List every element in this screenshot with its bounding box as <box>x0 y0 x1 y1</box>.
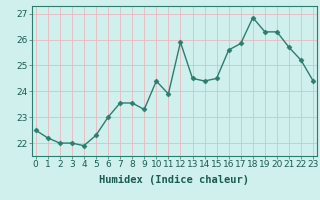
X-axis label: Humidex (Indice chaleur): Humidex (Indice chaleur) <box>100 175 249 185</box>
